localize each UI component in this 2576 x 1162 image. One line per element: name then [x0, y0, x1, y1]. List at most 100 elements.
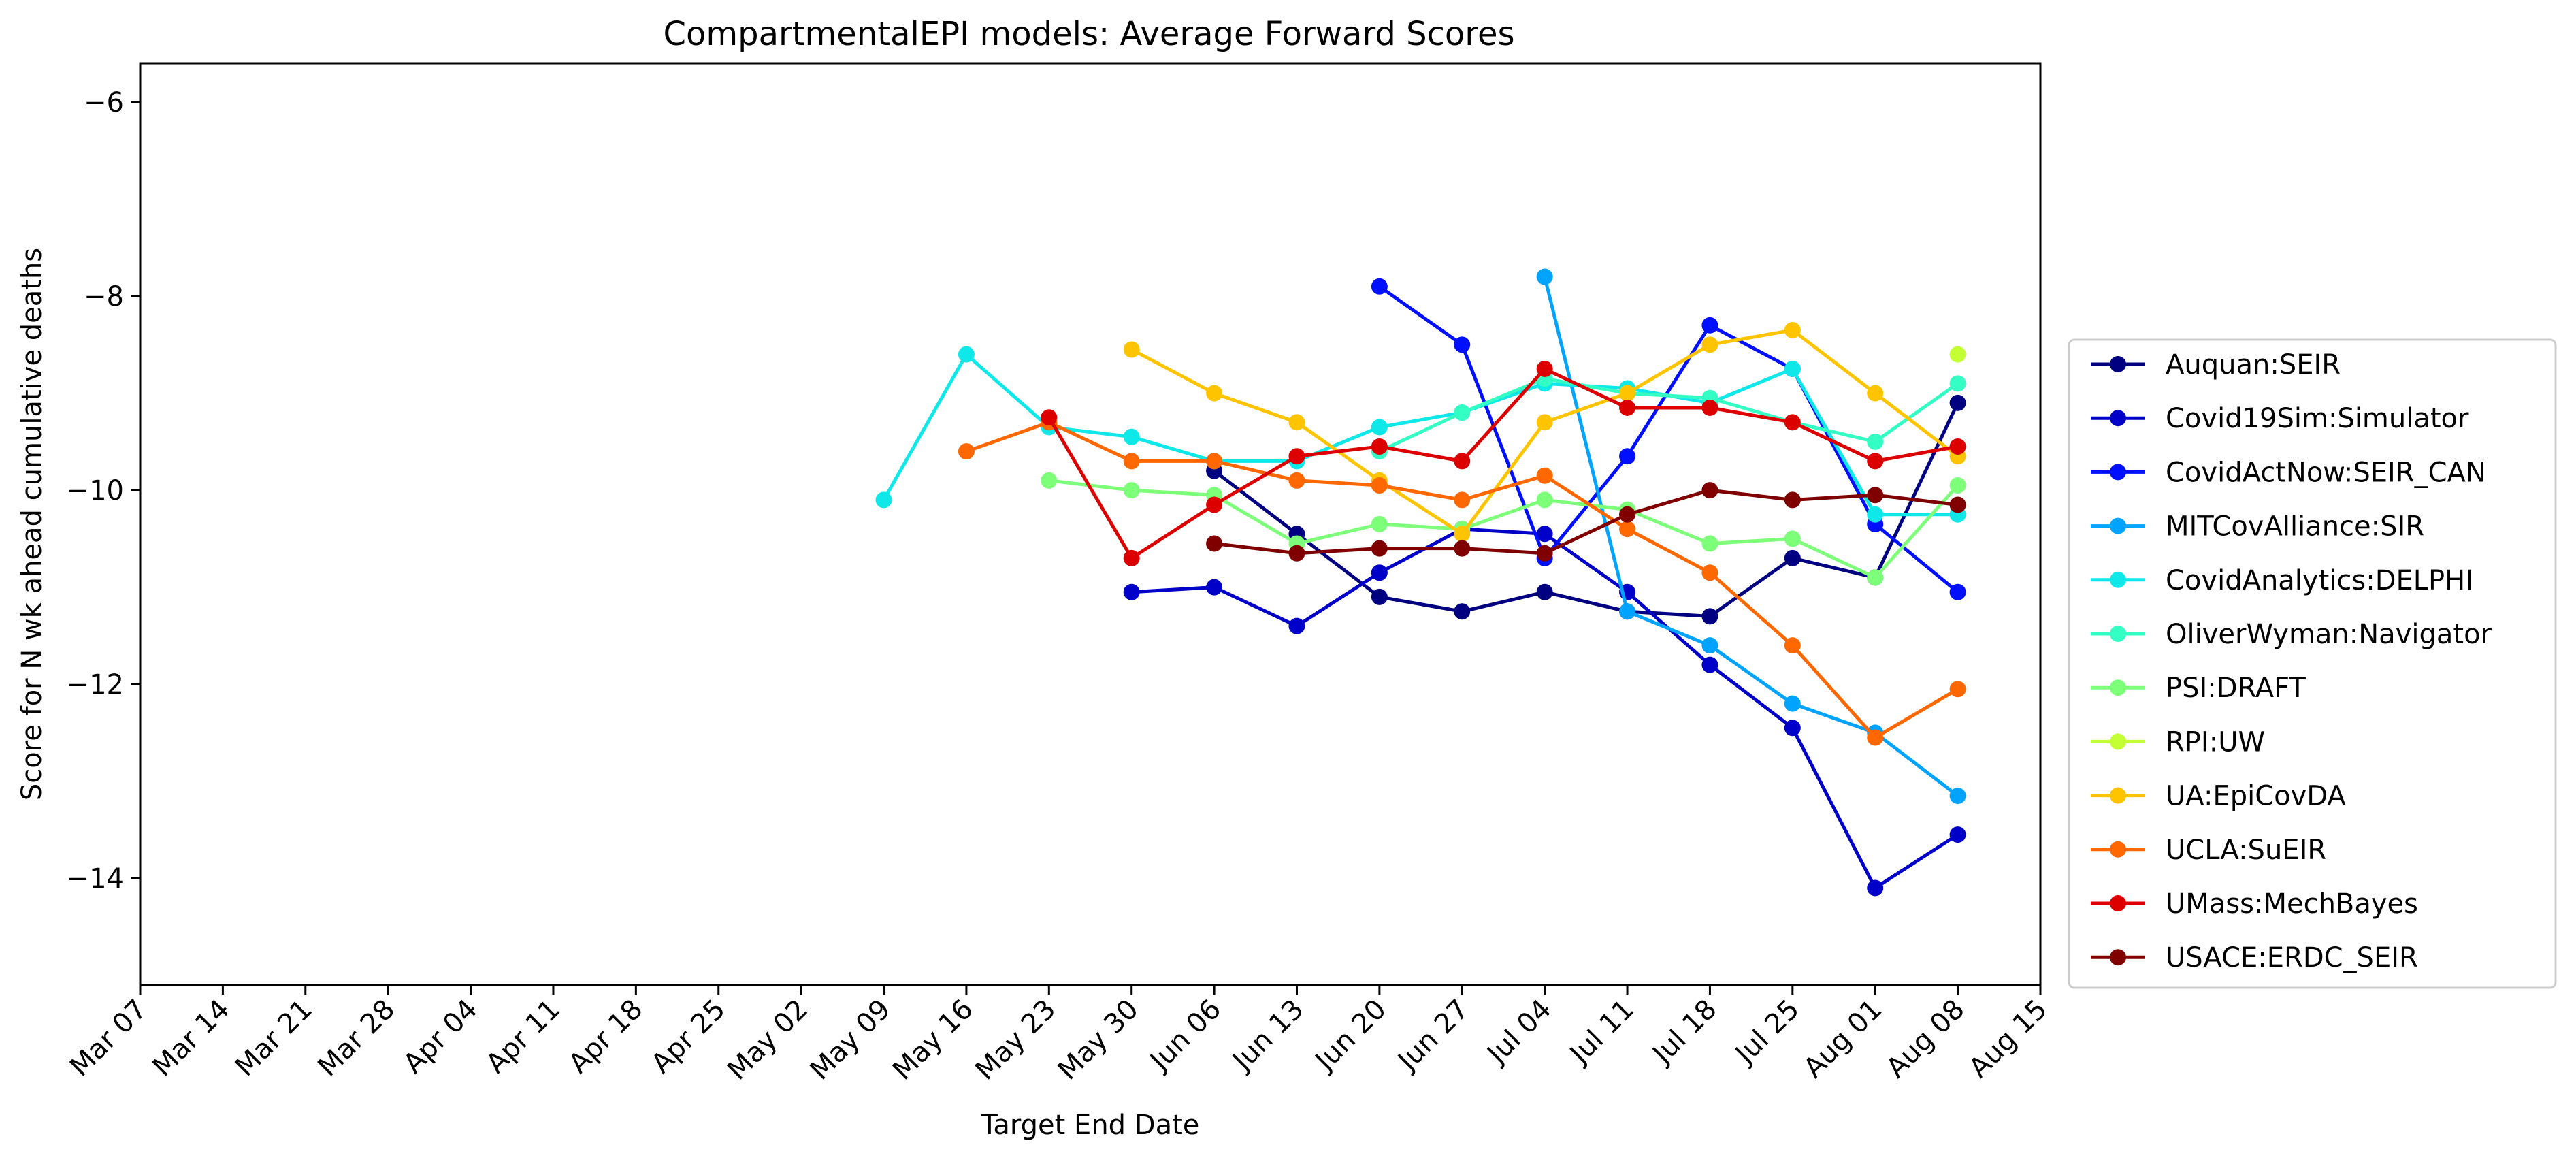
data-point — [1454, 491, 1471, 509]
series-oliverwyman-navigator — [1371, 370, 1966, 460]
data-point — [1536, 467, 1553, 484]
data-point — [875, 491, 892, 509]
data-point — [1949, 496, 1966, 513]
data-point — [1701, 399, 1718, 416]
data-point — [1784, 637, 1801, 654]
series-line — [1047, 367, 1959, 560]
data-point — [1454, 603, 1471, 620]
legend-marker — [2110, 895, 2126, 911]
data-point — [1867, 453, 1884, 470]
data-point — [1949, 788, 1966, 805]
legend-marker — [2110, 464, 2126, 481]
data-point — [1784, 549, 1801, 566]
data-point — [1371, 419, 1388, 436]
x-tick-label: Jul 04 — [1480, 994, 1558, 1071]
series-layer — [875, 268, 1966, 897]
data-point — [1701, 482, 1718, 499]
x-tick-label: May 02 — [721, 994, 814, 1086]
data-point — [1949, 394, 1966, 411]
data-point — [1701, 336, 1718, 353]
legend-marker — [2110, 949, 2126, 966]
x-tick-label: Aug 01 — [1798, 994, 1889, 1084]
y-tick-label: −6 — [84, 87, 124, 118]
data-point — [1371, 588, 1388, 605]
data-point — [1867, 433, 1884, 450]
data-point — [1949, 438, 1966, 455]
data-point — [1288, 414, 1305, 431]
data-point — [1123, 549, 1140, 566]
y-axis-label: Score for N wk ahead cumulative deaths — [16, 248, 48, 801]
data-point — [1701, 656, 1718, 673]
legend-item-umass-mechbayes: UMass:MechBayes — [2091, 888, 2418, 920]
data-point — [1619, 603, 1636, 620]
legend-label: UMass:MechBayes — [2166, 888, 2418, 920]
legend-item-psi-draft: PSI:DRAFT — [2091, 673, 2306, 704]
legend-marker — [2110, 841, 2126, 858]
data-point — [1454, 336, 1471, 353]
x-axis-label: Target End Date — [981, 1110, 1200, 1141]
data-point — [1206, 535, 1223, 552]
data-point — [1949, 826, 1966, 843]
series-line — [1213, 402, 1959, 618]
data-point — [1454, 526, 1471, 543]
legend-item-rpi-uw: RPI:UW — [2091, 726, 2265, 758]
series-ucla-sueir — [958, 414, 1966, 746]
y-tick-label: −10 — [67, 475, 124, 506]
legend-label: CovidActNow:SEIR_CAN — [2166, 457, 2486, 488]
x-tick-label: Apr 04 — [397, 994, 483, 1080]
data-point — [1701, 535, 1718, 552]
data-point — [1949, 375, 1966, 392]
legend-label: PSI:DRAFT — [2166, 673, 2306, 704]
data-point — [958, 346, 975, 363]
legend-marker — [2110, 679, 2126, 696]
data-point — [1784, 530, 1801, 547]
data-point — [1371, 540, 1388, 557]
series-umass-mechbayes — [1041, 360, 1966, 566]
data-point — [1206, 579, 1223, 596]
legend-label: RPI:UW — [2166, 726, 2265, 758]
data-point — [1206, 385, 1223, 402]
legend-label: CovidAnalytics:DELPHI — [2166, 565, 2473, 596]
legend-marker — [2110, 571, 2126, 588]
y-tick-label: −14 — [67, 863, 124, 894]
x-tick-label: Apr 11 — [480, 994, 566, 1080]
x-tick-label: May 16 — [887, 994, 979, 1086]
x-tick-label: Jun 27 — [1391, 994, 1476, 1078]
x-tick-label: May 30 — [1052, 994, 1145, 1086]
x-tick-label: Jul 11 — [1563, 994, 1640, 1071]
data-point — [1536, 583, 1553, 600]
data-point — [1454, 404, 1471, 421]
legend-marker — [2110, 517, 2126, 534]
data-point — [958, 443, 975, 460]
data-point — [1536, 360, 1553, 377]
data-point — [1949, 477, 1966, 494]
legend-item-ua-epicovda: UA:EpiCovDA — [2091, 781, 2346, 812]
data-point — [1867, 569, 1884, 586]
data-point — [1288, 448, 1305, 465]
x-tick-label: Mar 07 — [64, 994, 153, 1083]
x-tick-label: Jun 20 — [1308, 994, 1392, 1078]
series-line — [1378, 376, 1959, 453]
data-point — [1041, 409, 1058, 426]
x-tick-label: Jul 25 — [1728, 994, 1806, 1071]
data-point — [1371, 438, 1388, 455]
data-point — [1784, 695, 1801, 712]
y-axis: −6 −8 −10 −12 −14 — [67, 87, 140, 894]
data-point — [1123, 428, 1140, 445]
series-line — [1049, 479, 1959, 579]
x-tick-label: Mar 14 — [147, 994, 236, 1083]
legend-marker — [2110, 410, 2126, 427]
legend-label: Covid19Sim:Simulator — [2166, 403, 2469, 434]
legend-item-ucla-sueir: UCLA:SuEIR — [2091, 835, 2326, 866]
series-covid19sim-simulator — [1123, 521, 1966, 897]
legend-marker — [2110, 733, 2126, 750]
series-line — [966, 420, 1959, 740]
data-point — [1454, 453, 1471, 470]
data-point — [1619, 399, 1636, 416]
data-point — [1701, 637, 1718, 654]
data-point — [1123, 453, 1140, 470]
data-point — [1536, 491, 1553, 509]
y-tick-label: −12 — [67, 669, 124, 700]
legend-frame — [2068, 338, 2557, 989]
